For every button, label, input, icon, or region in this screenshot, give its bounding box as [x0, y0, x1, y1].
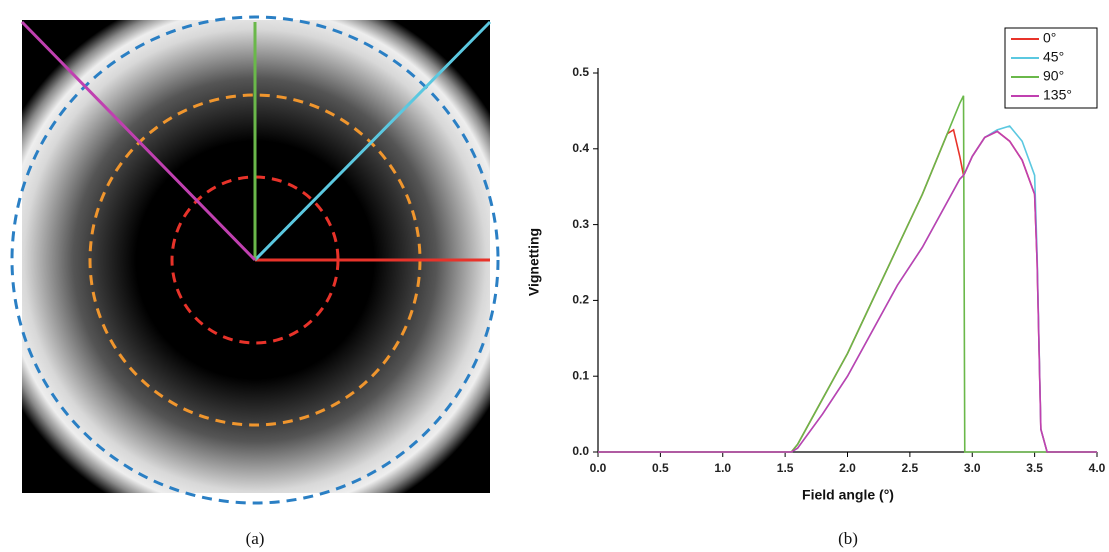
- caption: (b): [838, 529, 858, 548]
- caption: (a): [246, 529, 265, 548]
- y-tick-label: 0.2: [572, 293, 589, 307]
- x-tick-label: 0.5: [652, 461, 669, 475]
- x-axis-label: Field angle (°): [802, 487, 894, 503]
- y-tick-label: 0.4: [572, 141, 589, 155]
- x-tick-label: 4.0: [1089, 461, 1106, 475]
- x-tick-label: 0.0: [590, 461, 607, 475]
- y-axis-label: Vignetting: [526, 228, 542, 296]
- x-tick-label: 1.0: [714, 461, 731, 475]
- y-tick-label: 0.1: [572, 368, 589, 382]
- x-tick-label: 2.5: [902, 461, 919, 475]
- legend-label: 135°: [1043, 87, 1072, 103]
- legend-label: 0°: [1043, 30, 1056, 46]
- y-tick-label: 0.5: [572, 65, 589, 79]
- series-line: [598, 96, 1097, 452]
- x-tick-label: 2.0: [839, 461, 856, 475]
- series-line: [598, 131, 1097, 452]
- legend-label: 45°: [1043, 49, 1064, 65]
- panel-a: [12, 17, 498, 503]
- y-tick-label: 0.3: [572, 217, 589, 231]
- y-tick-label: 0.0: [572, 444, 589, 458]
- x-tick-label: 1.5: [777, 461, 794, 475]
- x-tick-label: 3.5: [1026, 461, 1043, 475]
- series-line: [598, 130, 1097, 452]
- figure: (a) (b) Field angle (°) Vignetting 0.00.…: [0, 0, 1109, 552]
- series-line: [598, 126, 1097, 452]
- x-tick-label: 3.0: [964, 461, 981, 475]
- legend-label: 90°: [1043, 68, 1064, 84]
